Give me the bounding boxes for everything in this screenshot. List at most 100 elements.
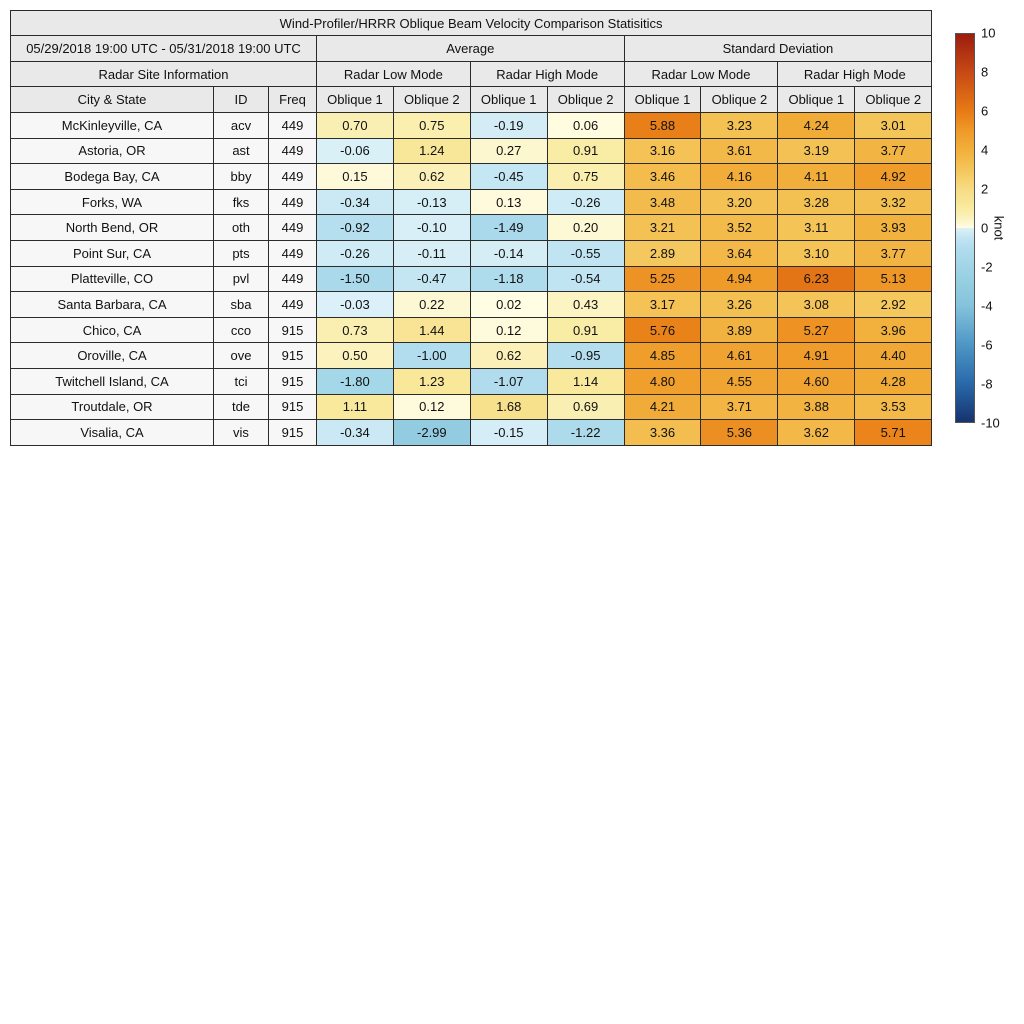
value-cell: 3.52 — [700, 214, 779, 241]
value-cell: 3.62 — [777, 419, 856, 446]
value-cell: 4.61 — [700, 342, 779, 369]
value-cell: -0.34 — [316, 419, 394, 446]
colorbar-tick-label: 0 — [981, 220, 989, 236]
freq-cell: 449 — [268, 163, 317, 190]
colorbar-unit-label: knot — [991, 215, 1007, 241]
group-header-standard-deviation: Standard Deviation — [623, 35, 933, 62]
date-range: 05/29/2018 19:00 UTC - 05/31/2018 19:00 … — [10, 35, 317, 62]
value-cell: 0.50 — [316, 342, 394, 369]
value-cell: -1.80 — [316, 367, 394, 395]
freq-cell: 449 — [268, 239, 317, 267]
table-row: Astoria, OR ast 449 -0.06 1.24 0.27 0.91 3.16 3.… — [10, 137, 933, 165]
value-cell: 3.20 — [700, 188, 779, 216]
value-cell: 3.28 — [777, 188, 856, 216]
city-state-cell: Visalia, CA — [10, 419, 214, 446]
value-cell: 3.89 — [700, 316, 779, 344]
mode-header-std-high: Radar High Mode — [777, 61, 933, 87]
mode-header-avg-low: Radar Low Mode — [316, 61, 471, 87]
city-state-cell: North Bend, OR — [10, 214, 214, 241]
table-row: McKinleyville, CA acv 449 0.70 0.75 -0.19 0.06… — [10, 112, 933, 139]
value-cell: 2.92 — [854, 291, 933, 318]
col-header-oblique2-avg-high: Oblique 2 — [546, 86, 625, 113]
table-row: Chico, CA cco 915 0.73 1.44 0.12 0.91 5.76 3.89 5… — [10, 316, 933, 344]
value-cell: -2.99 — [392, 419, 471, 446]
colorbar-tick-label: 6 — [981, 103, 989, 119]
value-cell: 0.91 — [546, 137, 625, 165]
value-cell: 3.19 — [777, 137, 856, 165]
colorbar-tick-label: -2 — [981, 259, 993, 275]
value-cell: 0.27 — [469, 137, 548, 165]
value-cell: 0.91 — [546, 316, 625, 344]
col-header-oblique1-std-high: Oblique 1 — [777, 86, 856, 113]
stats-table: Wind-Profiler/HRRR Oblique Beam Velocity… — [9, 10, 933, 446]
site-id-cell: vis — [213, 419, 269, 446]
freq-cell: 915 — [268, 367, 317, 395]
value-cell: 3.08 — [777, 291, 856, 318]
value-cell: 5.88 — [623, 112, 702, 139]
value-cell: 1.44 — [392, 316, 471, 344]
value-cell: -1.00 — [392, 342, 471, 369]
value-cell: 0.62 — [469, 342, 548, 369]
value-cell: 0.20 — [546, 214, 625, 241]
city-state-cell: Oroville, CA — [10, 342, 214, 369]
freq-cell: 449 — [268, 137, 317, 165]
table-row: North Bend, OR oth 449 -0.92 -0.10 -1.49 0.20 3… — [10, 214, 933, 241]
colorbar-tick-label: -4 — [981, 298, 993, 314]
value-cell: -0.03 — [316, 291, 394, 318]
site-id-cell: ast — [213, 137, 269, 165]
value-cell: 3.17 — [623, 291, 702, 318]
mode-header-std-low: Radar Low Mode — [623, 61, 779, 87]
value-cell: 0.69 — [546, 393, 625, 421]
value-cell: 4.85 — [623, 342, 702, 369]
table-row: Point Sur, CA pts 449 -0.26 -0.11 -0.14 -0.55 2… — [10, 239, 933, 267]
city-state-cell: Twitchell Island, CA — [10, 367, 214, 395]
value-cell: 3.26 — [700, 291, 779, 318]
value-cell: 4.24 — [777, 112, 856, 139]
city-state-cell: Bodega Bay, CA — [10, 163, 214, 190]
value-cell: 0.73 — [316, 316, 394, 344]
value-cell: 4.16 — [700, 163, 779, 190]
value-cell: 3.46 — [623, 163, 702, 190]
value-cell: 3.77 — [854, 239, 933, 267]
value-cell: 2.89 — [623, 239, 702, 267]
col-header-oblique2-std-low: Oblique 2 — [700, 86, 779, 113]
site-id-cell: fks — [213, 188, 269, 216]
value-cell: 3.01 — [854, 112, 933, 139]
value-cell: 5.71 — [854, 419, 933, 446]
value-cell: 1.23 — [392, 367, 471, 395]
freq-cell: 449 — [268, 291, 317, 318]
site-id-cell: cco — [213, 316, 269, 344]
freq-cell: 449 — [268, 112, 317, 139]
value-cell: 0.15 — [316, 163, 394, 190]
value-cell: 0.75 — [392, 112, 471, 139]
group-header-average: Average — [316, 35, 625, 62]
city-state-cell: Astoria, OR — [10, 137, 214, 165]
city-state-cell: Platteville, CO — [10, 265, 214, 293]
value-cell: 0.12 — [392, 393, 471, 421]
value-cell: 3.21 — [623, 214, 702, 241]
table-row: Santa Barbara, CA sba 449 -0.03 0.22 0.02 0.43… — [10, 291, 933, 318]
value-cell: -0.45 — [469, 163, 548, 190]
value-cell: 3.93 — [854, 214, 933, 241]
site-id-cell: pvl — [213, 265, 269, 293]
value-cell: -0.34 — [316, 188, 394, 216]
value-cell: 0.22 — [392, 291, 471, 318]
freq-cell: 915 — [268, 393, 317, 421]
value-cell: 6.23 — [777, 265, 856, 293]
value-cell: -0.26 — [316, 239, 394, 267]
value-cell: 4.21 — [623, 393, 702, 421]
value-cell: -0.13 — [392, 188, 471, 216]
value-cell: 3.77 — [854, 137, 933, 165]
table-row: Twitchell Island, CA tci 915 -1.80 1.23 -1.07… — [10, 367, 933, 395]
value-cell: 1.24 — [392, 137, 471, 165]
freq-cell: 915 — [268, 316, 317, 344]
freq-cell: 449 — [268, 188, 317, 216]
freq-cell: 449 — [268, 214, 317, 241]
mode-header-avg-high: Radar High Mode — [469, 61, 625, 87]
value-cell: -1.49 — [469, 214, 548, 241]
value-cell: 3.23 — [700, 112, 779, 139]
city-state-cell: Point Sur, CA — [10, 239, 214, 267]
value-cell: 0.75 — [546, 163, 625, 190]
site-id-cell: ove — [213, 342, 269, 369]
